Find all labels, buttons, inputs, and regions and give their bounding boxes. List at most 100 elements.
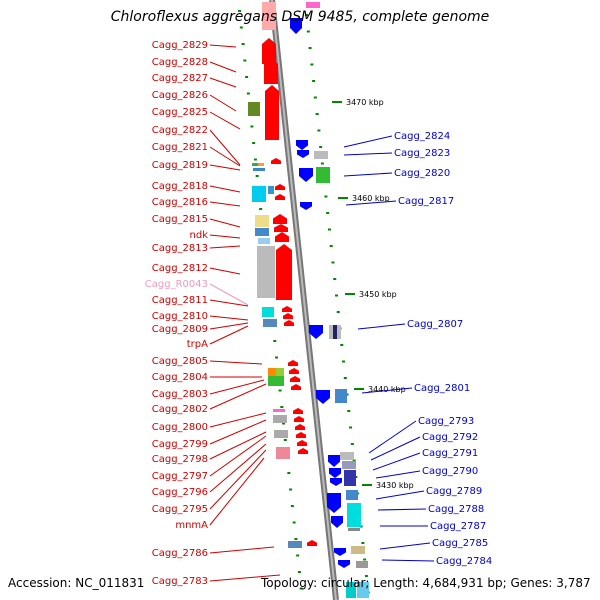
feature-block	[263, 319, 277, 327]
tick-mark-right	[359, 525, 363, 528]
gene-label-left: Cagg_2810	[152, 311, 208, 322]
leader-line	[209, 129, 241, 166]
leader-line	[209, 245, 241, 249]
tick-mark-left	[245, 76, 249, 78]
tick-mark-right	[306, 30, 310, 33]
feature-block	[276, 447, 290, 459]
feature-block	[333, 325, 337, 339]
feature-block	[337, 325, 341, 339]
gene-label-right: Cagg_2807	[407, 319, 463, 330]
feature-block	[335, 389, 347, 403]
feature-track	[248, 2, 369, 598]
tick-mark-right	[327, 228, 331, 231]
gene-arrow-forward	[298, 448, 308, 454]
gene-label-left: Cagg_2799	[152, 439, 208, 450]
gene-label-left: Cagg_2816	[152, 197, 208, 208]
gene-arrow-forward	[273, 214, 287, 224]
leader-line	[209, 419, 267, 445]
leader-line	[209, 325, 249, 345]
tick-mark-left	[252, 142, 256, 144]
tick-mark-left	[275, 356, 279, 359]
gene-arrow-forward	[291, 384, 301, 390]
tick-mark-right	[324, 195, 328, 198]
gene-label-right: Cagg_2789	[426, 486, 482, 497]
summary-text: Topology: circular; Length: 4,684,931 bp…	[261, 576, 591, 590]
gene-arrow-forward	[275, 232, 289, 242]
feature-block	[258, 163, 264, 166]
gene-arrow-reverse	[334, 548, 346, 556]
gene-label-left: trpA	[187, 339, 208, 350]
gene-arrow-forward	[288, 360, 298, 366]
gene-label-left: mnmA	[175, 520, 208, 531]
leader-line	[209, 94, 237, 112]
leader-line	[209, 360, 263, 365]
feature-block	[316, 167, 330, 183]
leader-line	[209, 283, 249, 306]
gene-arrow-forward	[262, 38, 276, 64]
feature-block	[252, 163, 258, 166]
leader-line	[209, 267, 241, 275]
gene-label-left: Cagg_2802	[152, 404, 208, 415]
tick-mark-right	[347, 410, 351, 412]
feature-block	[346, 490, 358, 500]
gene-arrow-reverse	[290, 18, 302, 34]
tick-mark-left	[241, 43, 245, 45]
gene-arrow-forward	[307, 540, 317, 546]
gene-arrow-reverse	[329, 468, 341, 478]
leader-line	[209, 315, 249, 321]
leader-line	[209, 299, 249, 307]
tick-mark-right	[326, 212, 330, 214]
feature-block	[268, 186, 274, 194]
leader-line	[368, 420, 417, 454]
tick-mark-right	[345, 393, 349, 396]
gene-label-left: Cagg_2822	[152, 125, 208, 136]
feature-block	[347, 503, 361, 527]
leader-line	[209, 111, 241, 130]
gene-label-left: Cagg_R0043	[145, 279, 208, 290]
tick-mark-right	[331, 261, 335, 264]
gene-label-right: Cagg_2824	[394, 131, 450, 142]
tick-mark-right	[363, 558, 367, 561]
feature-block	[329, 325, 333, 339]
gene-arrow-reverse	[316, 390, 330, 404]
feature-block	[288, 541, 302, 548]
tick-mark-right	[334, 294, 338, 297]
leader-line	[209, 146, 241, 167]
leader-line	[372, 452, 421, 471]
tick-mark-left	[282, 422, 286, 425]
gene-label-left: Cagg_2786	[152, 548, 208, 559]
leader-line	[209, 218, 241, 228]
feature-block	[314, 151, 328, 159]
leader-line	[209, 435, 267, 477]
tick-mark-left	[250, 125, 254, 128]
gene-arrow-forward	[282, 306, 292, 312]
tick-mark-right	[310, 63, 314, 66]
tick-mark-left	[292, 521, 296, 524]
tick-mark-right	[350, 443, 354, 445]
feature-block-grey	[257, 246, 275, 298]
feature-block	[268, 368, 276, 376]
tick-mark-right	[305, 14, 309, 16]
gene-arrow-forward	[295, 424, 305, 430]
feature-block	[351, 546, 365, 554]
feature-block	[253, 168, 265, 171]
tick-mark-left	[299, 587, 303, 590]
tick-mark-right	[340, 344, 344, 346]
feature-block	[262, 307, 274, 317]
leader-line	[209, 412, 267, 428]
feature-block	[276, 368, 284, 376]
leader-line	[370, 436, 421, 461]
tick-mark-right	[336, 311, 340, 313]
gene-label-left: Cagg_2821	[152, 142, 208, 153]
gene-label-left: Cagg_2783	[152, 576, 208, 587]
tick-mark-left	[273, 340, 277, 342]
tick-mark-right	[342, 360, 346, 363]
leader-line	[209, 379, 265, 395]
tick-mark-left	[280, 406, 284, 408]
tick-mark-left	[289, 488, 293, 491]
leader-line	[377, 508, 427, 511]
leader-line	[357, 323, 406, 330]
gene-arrow-forward	[296, 432, 306, 438]
leader-line	[209, 431, 267, 460]
gene-label-right: Cagg_2785	[432, 538, 488, 549]
